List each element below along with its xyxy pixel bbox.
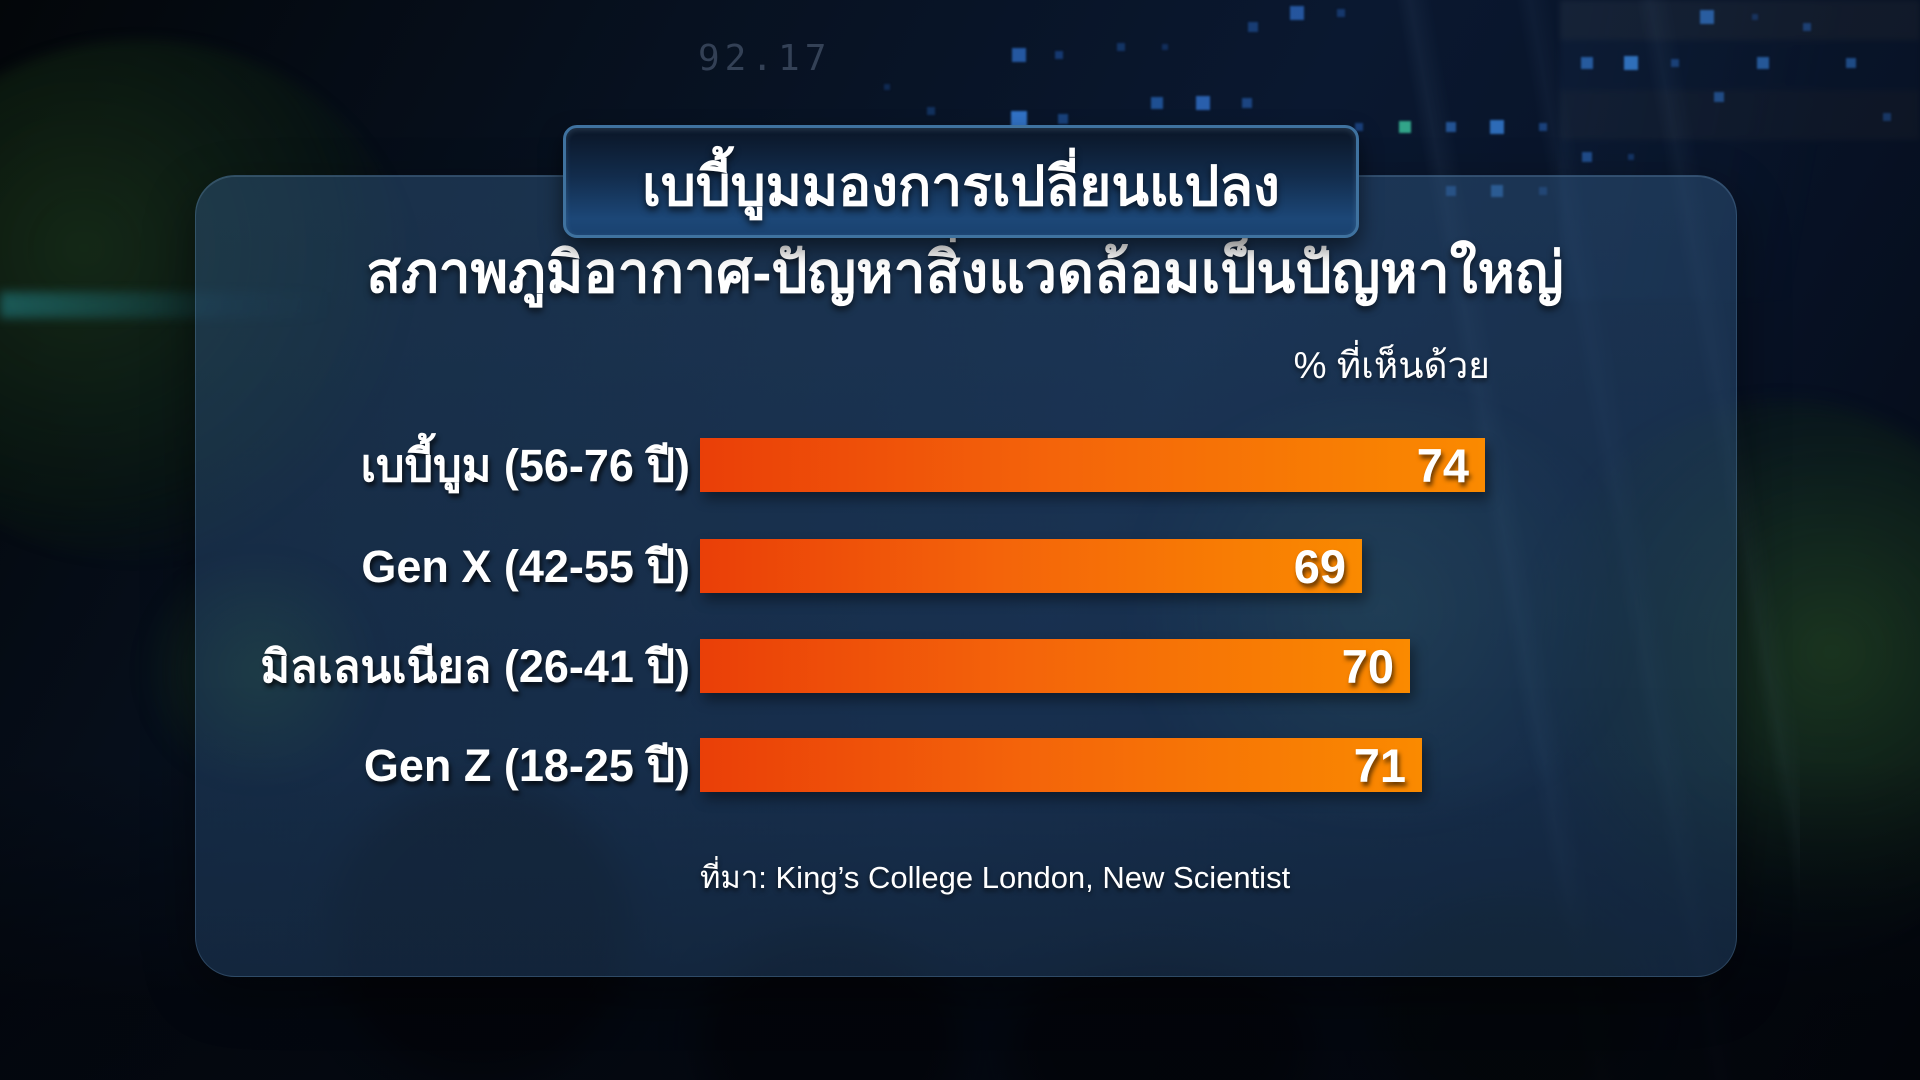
- chart-subtitle: สภาพภูมิอากาศ-ปัญหาสิ่งแวดล้อมเป็นปัญหาใ…: [366, 241, 1564, 305]
- bar: 69: [700, 539, 1362, 593]
- category-label: Gen Z (18-25 ปี): [363, 740, 690, 791]
- value-label: 69: [1293, 539, 1346, 593]
- category-label: มิลเลนเนียล (26-41 ปี): [260, 641, 690, 692]
- digital-dot-matrix: [0, 0, 14, 14]
- bar: 71: [700, 738, 1422, 792]
- chart-title: เบบี้บูมมองการเปลี่ยนแปลง: [642, 155, 1280, 217]
- value-label: 71: [1353, 738, 1406, 792]
- value-label: 70: [1341, 639, 1394, 693]
- title-banner: เบบี้บูมมองการเปลี่ยนแปลง: [563, 125, 1359, 238]
- bar-row: มิลเลนเนียล (26-41 ปี) 70: [195, 639, 1735, 693]
- source-attribution: ที่มา: King’s College London, New Scient…: [700, 860, 1291, 895]
- bar-row: Gen X (42-55 ปี) 69: [195, 539, 1735, 593]
- value-label: 74: [1416, 438, 1469, 492]
- category-label: เบบี้บูม (56-76 ปี): [360, 440, 690, 491]
- bar-row: เบบี้บูม (56-76 ปี) 74: [195, 438, 1735, 492]
- background-watermark-number: 92.17: [698, 38, 832, 79]
- category-label: Gen X (42-55 ปี): [361, 541, 690, 592]
- bar: 70: [700, 639, 1410, 693]
- unit-label: % ที่เห็นด้วย: [1293, 345, 1490, 386]
- bar-row: Gen Z (18-25 ปี) 71: [195, 738, 1735, 792]
- bar: 74: [700, 438, 1485, 492]
